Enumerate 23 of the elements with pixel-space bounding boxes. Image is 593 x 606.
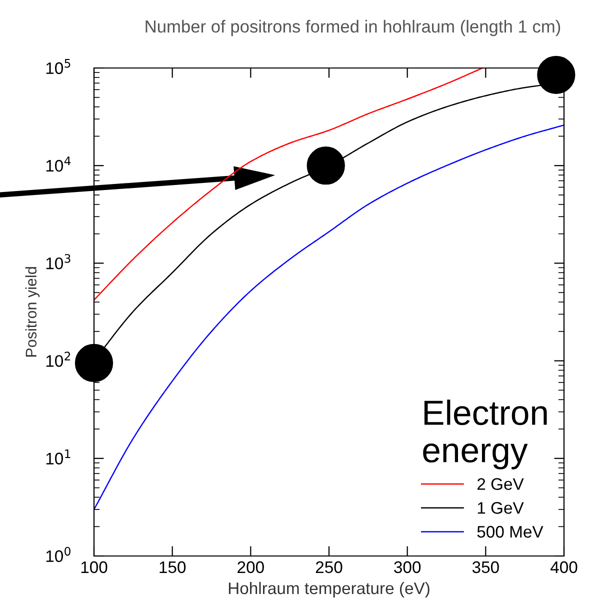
legend-title: Electron energy [423, 400, 547, 470]
x-tick-label: 400 [550, 561, 578, 574]
legend-label: 500 MeV [477, 526, 544, 538]
y-tick-label: 10$^{4}$ [46, 156, 71, 172]
legend-label: 1 GeV [478, 502, 524, 514]
y-tick-label: 10$^{1}$ [46, 449, 70, 464]
x-tick-label: 150 [160, 561, 186, 574]
x-tick-label: 300 [394, 561, 421, 574]
y-tick-label: 10$^{2}$ [46, 352, 70, 367]
legend-label: 2 GeV [477, 478, 524, 490]
x-axis-title: Hohlraum temperature (eV) [228, 582, 430, 598]
y-tick-label: 10$^{3}$ [46, 254, 70, 270]
y-tick-label: 10$^{0}$ [46, 546, 70, 562]
x-tick-label: 350 [472, 561, 499, 574]
y-axis-title: Positron yield [25, 267, 40, 357]
point [74, 344, 114, 382]
x-tick-label: 100 [81, 561, 108, 574]
y-tick-label: 10$^{5}$ [46, 59, 70, 74]
x-tick-label: 250 [316, 561, 342, 574]
x-tick-label: 200 [238, 561, 264, 574]
point [537, 56, 576, 94]
point [306, 146, 345, 185]
chart-title: Number of positrons formed in hohlraum (length 1 cm) [146, 20, 560, 36]
